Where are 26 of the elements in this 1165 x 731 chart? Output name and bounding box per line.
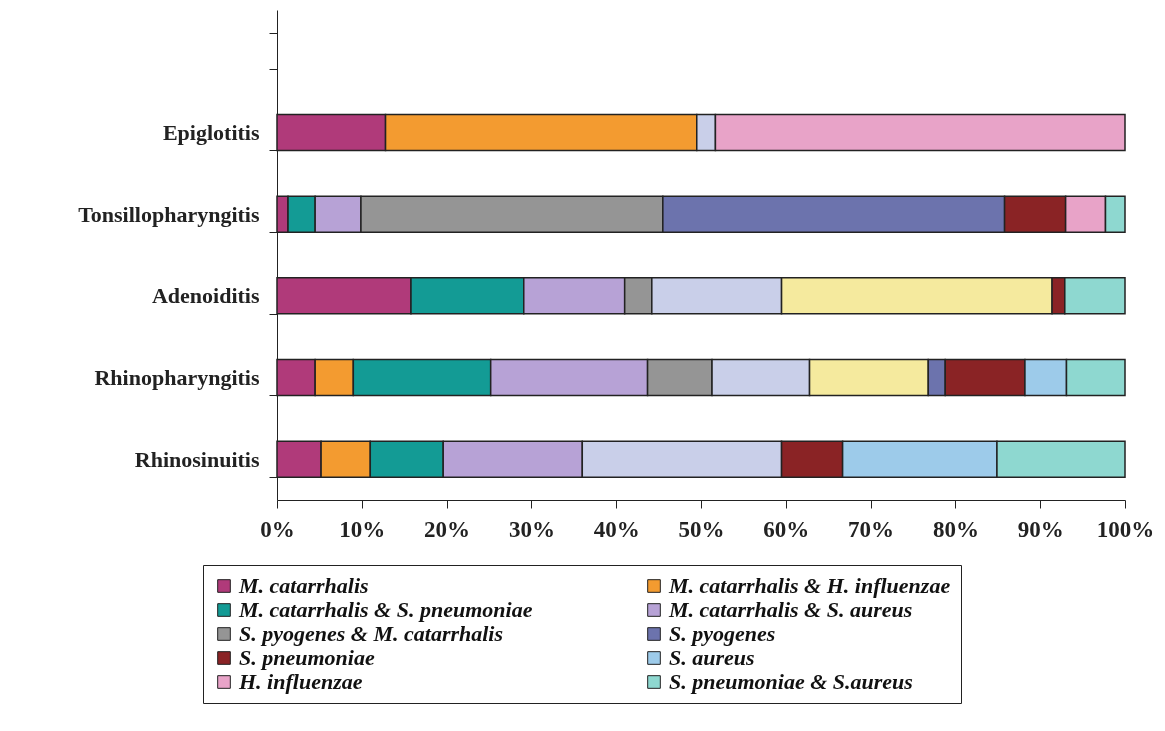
x-tick-label: 50% (678, 516, 725, 542)
x-tick-label: 90% (1017, 516, 1064, 542)
y-tick-label: Adenoiditis (151, 283, 260, 309)
legend-label: H. influenzae (238, 669, 363, 694)
legend-label: S. aureus (669, 645, 755, 670)
x-tick-label: 40% (593, 516, 640, 542)
y-tick-label: Tonsillopharyngitis (78, 201, 260, 227)
legend-label: M. catarrhalis & H. influenzae (668, 573, 951, 598)
legend-label: M. catarrhalis (238, 573, 369, 598)
x-tick-label: 60% (763, 516, 810, 542)
x-tick-label: 80% (932, 516, 979, 542)
x-tick-label: 20% (424, 516, 471, 542)
legend-label: S. pneumoniae (239, 645, 375, 670)
x-tick-label: 0% (260, 516, 295, 542)
x-tick-label: 30% (508, 516, 555, 542)
legend-label: M. catarrhalis & S. pneumoniae (238, 597, 533, 622)
y-tick-label: Epiglotitis (162, 120, 260, 145)
y-tick-label: Rhinopharyngitis (94, 365, 260, 390)
legend-label: S. pneumoniae & S.aureus (669, 669, 913, 694)
legend-label: M. catarrhalis & S. aureus (668, 597, 913, 622)
y-tick-label: Rhinosinuitis (134, 446, 260, 472)
legend-label: S. pyogenes (669, 621, 776, 646)
x-tick-label: 70% (848, 516, 895, 542)
x-tick-label: 10% (339, 516, 386, 542)
legend-label: S. pyogenes & M. catarrhalis (239, 621, 504, 646)
x-tick-label: 100% (1096, 516, 1155, 542)
